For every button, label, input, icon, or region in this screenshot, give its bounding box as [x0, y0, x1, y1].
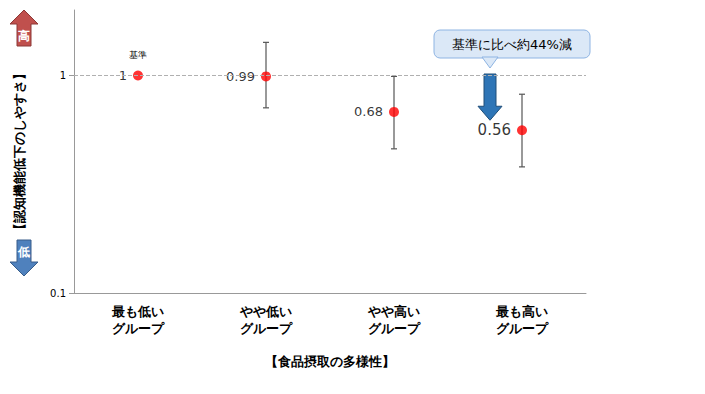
svg-text:0.56: 0.56 — [478, 121, 511, 139]
svg-text:グループ: グループ — [112, 321, 165, 336]
svg-text:最も低い: 最も低い — [111, 304, 164, 319]
svg-text:低: 低 — [17, 245, 30, 259]
svg-text:やや高い: やや高い — [367, 304, 420, 319]
svg-text:基準: 基準 — [129, 50, 147, 60]
svg-text:1: 1 — [118, 68, 127, 83]
svg-text:0.99: 0.99 — [226, 69, 255, 84]
svg-text:【認知機能低下のしやすさ】: 【認知機能低下のしやすさ】 — [12, 67, 27, 236]
svg-text:グループ: グループ — [240, 321, 293, 336]
svg-text:グループ: グループ — [368, 321, 421, 336]
svg-text:基準に比べ約44%減: 基準に比べ約44%減 — [452, 37, 572, 52]
svg-text:0.68: 0.68 — [354, 104, 383, 119]
svg-text:1: 1 — [60, 70, 66, 81]
svg-text:やや低い: やや低い — [239, 304, 292, 319]
svg-text:【食品摂取の多様性】: 【食品摂取の多様性】 — [265, 354, 395, 369]
svg-text:最も高い: 最も高い — [495, 304, 548, 319]
svg-text:0.1: 0.1 — [50, 288, 66, 299]
svg-text:高: 高 — [18, 29, 30, 43]
svg-text:グループ: グループ — [496, 321, 549, 336]
